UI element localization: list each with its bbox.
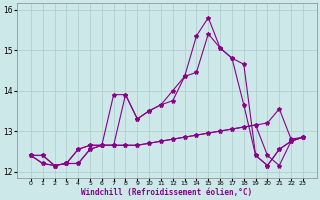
X-axis label: Windchill (Refroidissement éolien,°C): Windchill (Refroidissement éolien,°C) xyxy=(81,188,252,197)
